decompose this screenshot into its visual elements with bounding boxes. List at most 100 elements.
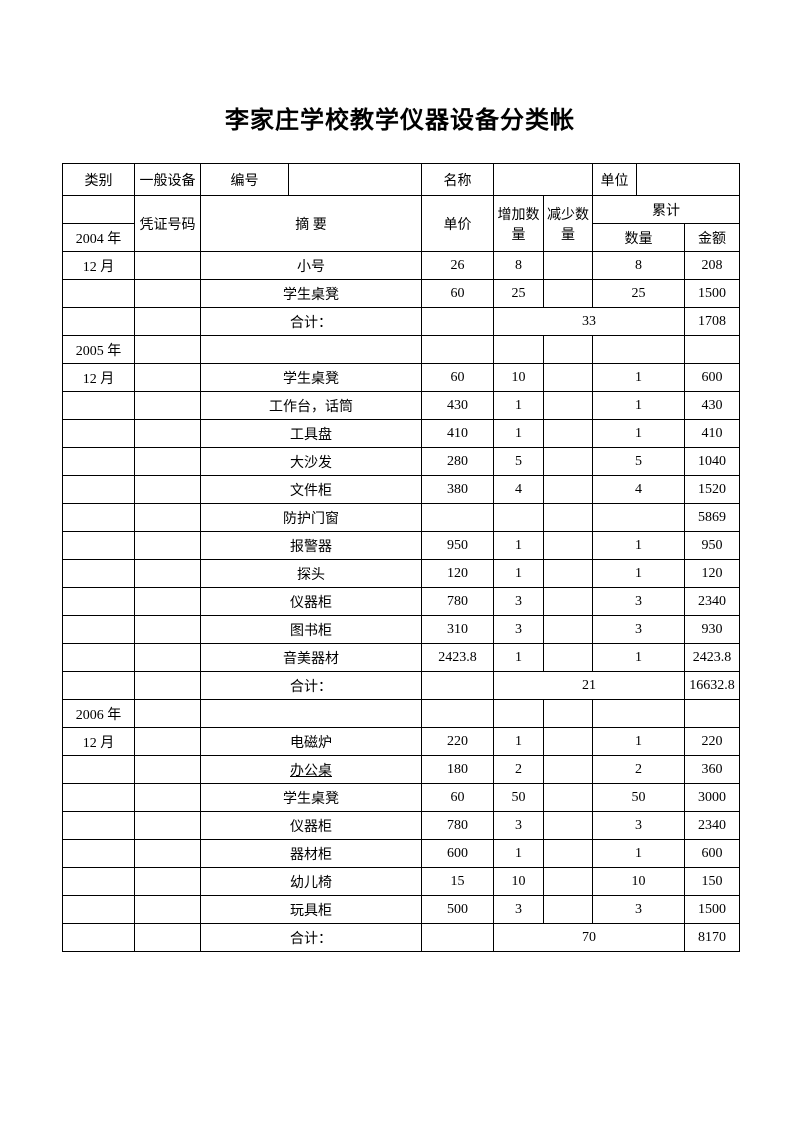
- table-row: 合计：331708: [63, 308, 740, 336]
- cell-unitprice: 60: [422, 784, 494, 812]
- cell-voucher: [135, 616, 201, 644]
- cell-cum-amt: 1708: [685, 308, 740, 336]
- cell-unitprice: 310: [422, 616, 494, 644]
- table-row: 合计：2116632.8: [63, 672, 740, 700]
- cell-summary: [201, 336, 422, 364]
- cell-dec-qty: [544, 420, 593, 448]
- cell-unitprice: [422, 700, 494, 728]
- cell-summary: 器材柜: [201, 840, 422, 868]
- cell-summary: 仪器柜: [201, 812, 422, 840]
- cell-voucher: [135, 700, 201, 728]
- cell-summary: 学生桌凳: [201, 280, 422, 308]
- table-row: 大沙发280551040: [63, 448, 740, 476]
- cell-cum-qty: [593, 504, 685, 532]
- table-row: 幼儿椅151010150: [63, 868, 740, 896]
- th-year-empty: [63, 196, 135, 224]
- cell-period: [63, 476, 135, 504]
- cell-period: [63, 448, 135, 476]
- cell-unitprice: [422, 504, 494, 532]
- cell-dec-qty: [544, 784, 593, 812]
- cell-summary: 合计：: [201, 672, 422, 700]
- cell-unitprice: [422, 924, 494, 952]
- cell-voucher: [135, 392, 201, 420]
- cell-unitprice: 60: [422, 280, 494, 308]
- cell-voucher: [135, 504, 201, 532]
- cell-unitprice: 220: [422, 728, 494, 756]
- cell-cum-qty: 1: [593, 364, 685, 392]
- cell-cum-qty: 1: [593, 392, 685, 420]
- th-dec-qty: 减少数量: [544, 196, 593, 252]
- cell-unitprice: 600: [422, 840, 494, 868]
- cell-inc-qty: [494, 504, 544, 532]
- cell-cum-qty: 3: [593, 588, 685, 616]
- cell-cum-qty: 3: [593, 616, 685, 644]
- cell-unitprice: 60: [422, 364, 494, 392]
- cell-period: [63, 644, 135, 672]
- table-row: 12 月电磁炉22011220: [63, 728, 740, 756]
- cell-period: 2006 年: [63, 700, 135, 728]
- cell-voucher: [135, 560, 201, 588]
- cell-voucher: [135, 364, 201, 392]
- th-year-2004: 2004 年: [63, 224, 135, 252]
- cell-voucher: [135, 280, 201, 308]
- cell-inc-qty: 1: [494, 560, 544, 588]
- cell-cum-amt: 2423.8: [685, 644, 740, 672]
- cell-unitprice: 410: [422, 420, 494, 448]
- cell-period: [63, 308, 135, 336]
- table-row: 器材柜60011600: [63, 840, 740, 868]
- cell-summary: 大沙发: [201, 448, 422, 476]
- th-unit-label: 单位: [593, 164, 637, 196]
- cell-unitprice: 180: [422, 756, 494, 784]
- cell-inc-qty: 3: [494, 588, 544, 616]
- cell-dec-qty: [544, 644, 593, 672]
- cell-inc-qty: 50: [494, 784, 544, 812]
- cell-summary: [201, 700, 422, 728]
- cell-unitprice: 2423.8: [422, 644, 494, 672]
- cell-period: [63, 868, 135, 896]
- table-row: 2005 年: [63, 336, 740, 364]
- cell-cum-amt: 120: [685, 560, 740, 588]
- cell-voucher: [135, 588, 201, 616]
- cell-cum-qty: 50: [593, 784, 685, 812]
- th-general: 一般设备: [135, 164, 201, 196]
- cell-cum-qty: 3: [593, 812, 685, 840]
- cell-unitprice: 26: [422, 252, 494, 280]
- table-row: 文件柜380441520: [63, 476, 740, 504]
- cell-voucher: [135, 924, 201, 952]
- cell-voucher: [135, 840, 201, 868]
- cell-cum-qty: 5: [593, 448, 685, 476]
- cell-inc-qty: 25: [494, 280, 544, 308]
- table-row: 12 月学生桌凳60101600: [63, 364, 740, 392]
- th-unitprice: 单价: [422, 196, 494, 252]
- cell-cum-qty: 1: [593, 532, 685, 560]
- cell-cum-qty: 2: [593, 756, 685, 784]
- th-name-value: [494, 164, 593, 196]
- cell-inc-qty: 8: [494, 252, 544, 280]
- cell-voucher: [135, 532, 201, 560]
- cell-cum-amt: 208: [685, 252, 740, 280]
- cell-summary: 图书柜: [201, 616, 422, 644]
- cell-dec-qty: [544, 532, 593, 560]
- cell-unitprice: 430: [422, 392, 494, 420]
- cell-voucher: [135, 728, 201, 756]
- cell-period: [63, 420, 135, 448]
- cell-voucher: [135, 812, 201, 840]
- cell-summary: 仪器柜: [201, 588, 422, 616]
- cell-inc-qty: 1: [494, 420, 544, 448]
- cell-dec-qty: [544, 392, 593, 420]
- cell-cum-amt: 1040: [685, 448, 740, 476]
- cell-cum-qty: 10: [593, 868, 685, 896]
- cell-voucher: [135, 756, 201, 784]
- th-name-label: 名称: [422, 164, 494, 196]
- th-cumulative: 累计: [593, 196, 740, 224]
- cell-summary: 学生桌凳: [201, 364, 422, 392]
- cell-cum-amt: 410: [685, 420, 740, 448]
- cell-cum-amt: [685, 700, 740, 728]
- cell-dec-qty: [544, 812, 593, 840]
- cell-cum-amt: 930: [685, 616, 740, 644]
- cell-voucher: [135, 672, 201, 700]
- cell-cum-amt: 430: [685, 392, 740, 420]
- cell-inc-qty: 2: [494, 756, 544, 784]
- cell-period: 2005 年: [63, 336, 135, 364]
- th-number-label: 编号: [201, 164, 289, 196]
